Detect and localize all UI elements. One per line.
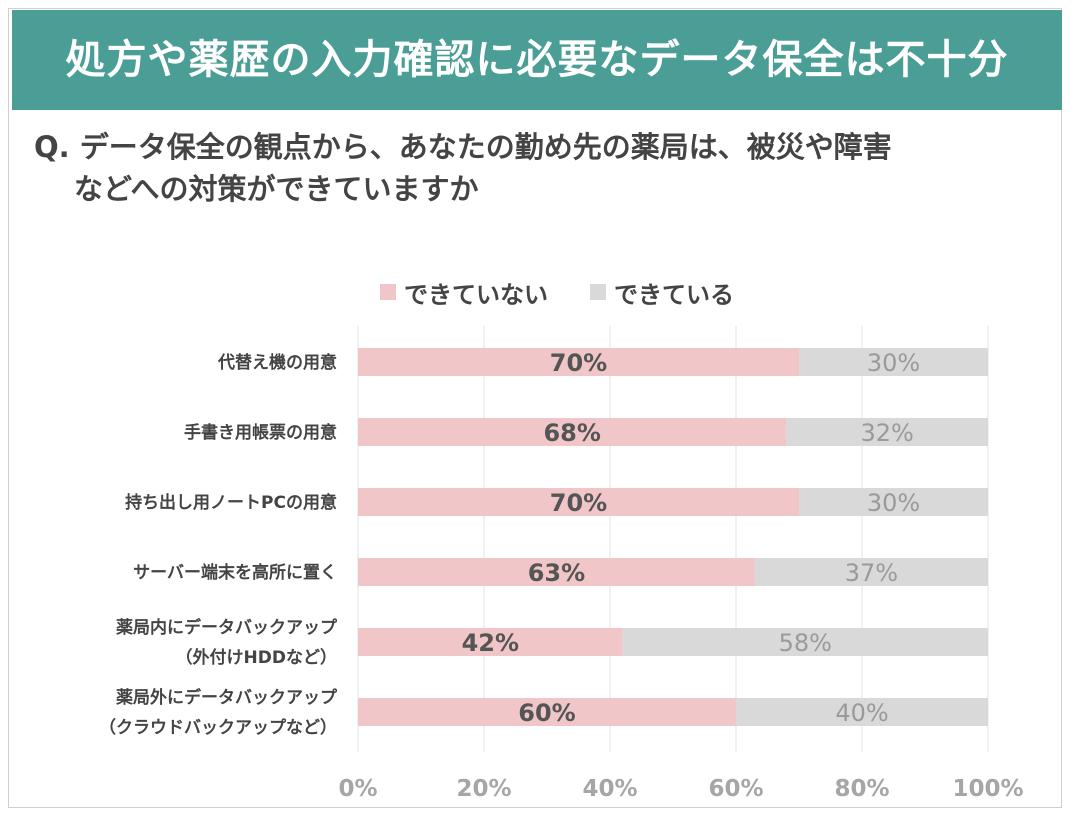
category-label: 持ち出し用ノートPCの用意	[125, 492, 337, 513]
legend-label-not-done: できていない	[404, 280, 548, 309]
category-label: 薬局外にデータバックアップ	[116, 687, 338, 708]
bar-segment	[358, 698, 736, 726]
bar-segment	[786, 418, 988, 446]
category-label: （外付けHDDなど）	[176, 647, 337, 668]
question-line-2: などへの対策ができていますか	[74, 172, 479, 206]
category-label: 代替え機の用意	[217, 352, 337, 373]
bar-segment	[358, 628, 623, 656]
data-label: 70%	[550, 349, 607, 377]
category-label: （クラウドバックアップなど）	[99, 717, 337, 738]
question-text: Q. データ保全の観点から、あなたの勤め先の薬局は、被災や障害 などへの対策がで…	[34, 126, 1044, 210]
data-label: 40%	[835, 699, 888, 727]
x-tick-label: 60%	[708, 776, 763, 802]
data-label: 30%	[867, 489, 920, 517]
data-label: 42%	[462, 629, 519, 657]
question-line-1: Q. データ保全の観点から、あなたの勤め先の薬局は、被災や障害	[34, 130, 892, 164]
data-label: 32%	[861, 419, 914, 447]
chart-frame	[8, 8, 1062, 808]
bar-segment	[358, 418, 787, 446]
bar-segment	[358, 348, 799, 376]
x-tick-label: 40%	[582, 776, 637, 802]
category-label: 手書き用帳票の用意	[184, 422, 337, 443]
page-title: 処方や薬歴の入力確認に必要なデータ保全は不十分	[12, 10, 1062, 110]
data-label: 68%	[543, 419, 600, 447]
legend-swatch-done	[590, 284, 606, 300]
chart-legend: できていない できている	[0, 274, 1074, 310]
legend-label-done: できている	[614, 280, 734, 309]
data-label: 37%	[845, 559, 898, 587]
data-label: 60%	[518, 699, 575, 727]
x-tick-label: 100%	[952, 776, 1023, 802]
data-label: 70%	[550, 489, 607, 517]
bar-segment	[754, 558, 988, 586]
bar-segment	[799, 348, 988, 376]
legend-item-not-done: できていない	[380, 275, 548, 310]
legend-item-done: できている	[590, 275, 734, 310]
category-label: 薬局内にデータバックアップ	[116, 617, 338, 638]
x-tick-label: 80%	[834, 776, 889, 802]
bar-segment	[358, 558, 755, 586]
x-tick-label: 20%	[456, 776, 511, 802]
data-label: 58%	[779, 629, 832, 657]
bar-segment	[358, 488, 799, 516]
x-tick-label: 0%	[338, 776, 377, 802]
category-label: サーバー端末を高所に置く	[133, 562, 337, 583]
data-label: 63%	[528, 559, 585, 587]
data-label: 30%	[867, 349, 920, 377]
bar-segment	[799, 488, 988, 516]
bar-segment	[622, 628, 988, 656]
bar-segment	[736, 698, 988, 726]
legend-swatch-not-done	[380, 284, 396, 300]
